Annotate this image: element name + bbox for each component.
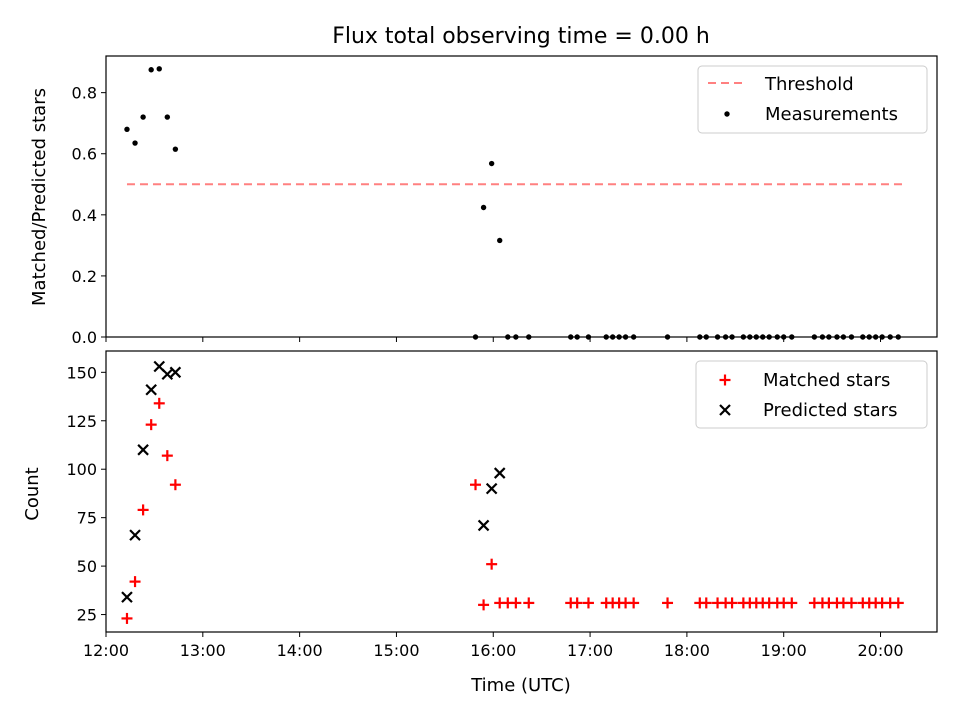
matched-star-point	[129, 576, 141, 588]
matched-star-point	[145, 419, 157, 431]
matched-star-point	[169, 479, 181, 491]
measurement-point	[156, 66, 162, 72]
bottom-plot-area: 25 50 75 100 125 150 12:00 13:00 14:00 15:00 16:00…	[66, 360, 904, 660]
matched-star-point	[786, 597, 798, 609]
chart-title: Flux total observing time = 0.00 h	[332, 24, 710, 49]
matched-star-point	[121, 612, 133, 624]
matched-star-point	[478, 599, 490, 611]
matched-star-point	[571, 597, 583, 609]
top-axes-frame	[105, 55, 938, 338]
bottom-ytick-label: 50	[77, 557, 97, 576]
matched-star-point	[510, 597, 522, 609]
measurement-point	[172, 146, 179, 152]
legend-threshold-label: Threshold	[764, 74, 854, 95]
bottom-xtick-label: 19:00	[761, 641, 807, 660]
measurement-point	[132, 140, 138, 146]
bottom-xtick-label: 13:00	[180, 641, 226, 660]
matched-star-point	[582, 597, 594, 609]
measurement-point	[164, 114, 171, 120]
top-plot-area: 0.0 0.2 0.4 0.6 0.8	[72, 66, 904, 347]
bottom-xtick-label: 17:00	[567, 641, 613, 660]
measurement-point	[480, 204, 487, 211]
top-ylabel: Matched/Predicted stars	[29, 88, 50, 306]
matched-star-point	[161, 450, 173, 462]
measurement-point	[488, 160, 495, 167]
predicted-star-point	[121, 591, 133, 603]
predicted-star-point	[169, 366, 182, 379]
matched-star-point	[137, 504, 149, 516]
predicted-star-point	[485, 482, 498, 495]
matched-star-point	[628, 597, 640, 609]
matched-star-point	[700, 597, 712, 609]
matched-star-point	[892, 597, 904, 609]
bottom-legend-box	[695, 360, 928, 429]
bottom-legend: Matched stars Predicted stars	[695, 360, 928, 429]
bottom-xtick-label: 14:00	[277, 641, 323, 660]
top-legend-box	[697, 65, 928, 134]
legend-predicted-swatch	[719, 404, 731, 416]
top-ytick-label: 0.6	[72, 145, 97, 164]
matched-star-point	[662, 597, 674, 609]
legend-predicted-label: Predicted stars	[763, 400, 897, 421]
bottom-axes-frame	[105, 350, 938, 633]
bottom-ytick-label: 25	[77, 606, 97, 625]
matched-star-point	[470, 479, 482, 491]
matched-star-point	[523, 597, 535, 609]
predicted-star-point	[161, 368, 174, 381]
predicted-star-point	[477, 519, 490, 532]
top-panel: 0.00.20.40.60.8 Matched/Predicted stars …	[29, 55, 938, 347]
bottom-xtick-label: 18:00	[664, 641, 710, 660]
legend-matched-swatch	[719, 374, 731, 386]
measurement-point	[124, 126, 130, 133]
top-ytick-label: 0.2	[72, 267, 97, 286]
bottom-xtick-label: 16:00	[470, 641, 516, 660]
top-ytick-label: 0.4	[72, 206, 97, 225]
measurement-point	[148, 67, 154, 73]
bottom-xtick-label: 20:00	[857, 641, 903, 660]
bottom-ylabel: Count	[22, 467, 43, 520]
bottom-xlabel: Time (UTC)	[470, 675, 571, 696]
measurement-point	[140, 114, 146, 120]
bottom-xtick-label: 15:00	[373, 641, 419, 660]
bottom-xtick-label: 12:00	[83, 641, 129, 660]
bottom-ytick-label: 125	[66, 412, 97, 431]
bottom-panel: 25 50 75 100 125 150 12:00 13:00 14:00 15:00 16:00…	[22, 350, 938, 696]
predicted-star-point	[145, 383, 157, 396]
matched-star-point	[153, 397, 165, 409]
measurement-point	[497, 237, 503, 244]
legend-measurements-swatch	[724, 111, 730, 117]
legend-measurements-label: Measurements	[765, 104, 898, 125]
predicted-star-point	[137, 444, 149, 456]
predicted-star-point	[493, 467, 506, 479]
predicted-star-point	[129, 529, 141, 541]
matched-star-point	[845, 597, 857, 609]
top-ytick-label: 0.0	[72, 328, 97, 347]
matched-star-point	[486, 558, 498, 570]
top-legend: Threshold Measurements	[697, 65, 928, 134]
top-ytick-label: 0.8	[72, 84, 97, 103]
bottom-ytick-label: 150	[66, 363, 97, 382]
legend-matched-label: Matched stars	[763, 370, 890, 391]
bottom-ytick-label: 100	[66, 460, 97, 479]
matched-star-point	[726, 597, 738, 609]
bottom-ytick-label: 75	[77, 509, 97, 528]
